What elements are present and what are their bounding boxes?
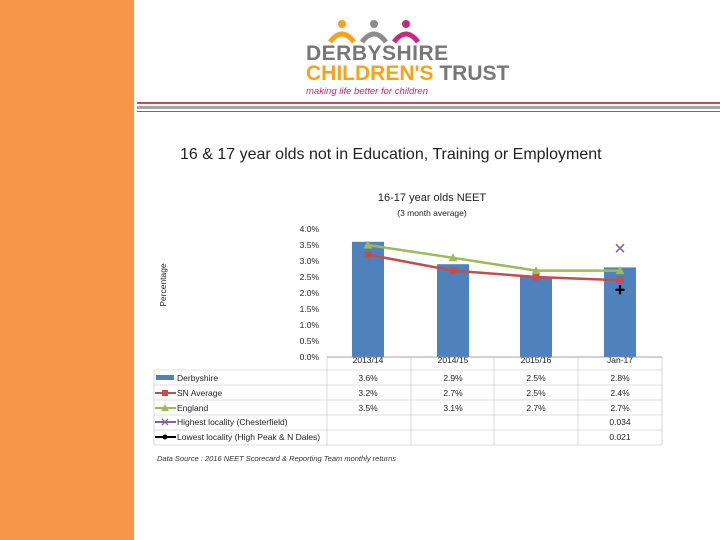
y-tick-label: 0.5% — [300, 336, 320, 346]
data-table-value: 3.6% — [358, 373, 378, 383]
data-table-value: 3.5% — [358, 403, 378, 413]
logo-childrens: CHILDREN'S — [306, 62, 434, 85]
chart-subtitle: (3 month average) — [397, 208, 467, 218]
divider-line — [137, 111, 720, 112]
highest-locality-point — [615, 243, 625, 253]
data-table-value: 3.1% — [443, 403, 463, 413]
chart-title: 16-17 year olds NEET — [377, 192, 487, 204]
sn-average-point — [532, 273, 540, 281]
category-label: 2013/14 — [353, 355, 384, 365]
england-point — [615, 266, 625, 275]
y-tick-label: 4.0% — [300, 224, 320, 234]
series-name: England — [177, 403, 208, 413]
data-table-value: 2.7% — [610, 403, 630, 413]
england-point — [448, 253, 458, 262]
data-table-value: 2.8% — [610, 373, 630, 383]
slide-title: 16 & 17 year olds not in Education, Trai… — [180, 146, 602, 163]
y-tick-label: 2.5% — [300, 272, 320, 282]
lowest-locality-point — [615, 285, 625, 295]
y-tick-label: 3.5% — [300, 240, 320, 250]
data-table-value: 0.021 — [609, 432, 631, 442]
data-table-value: 2.9% — [443, 373, 463, 383]
category-label: 2015/16 — [521, 355, 552, 365]
derbyshire-childrens-trust-logo: DERBYSHIRE CHILDREN'S TRUST making life … — [300, 18, 520, 97]
england-point — [531, 266, 541, 275]
logo-tagline: making life better for children — [306, 86, 428, 97]
data-table-value: 3.2% — [358, 388, 378, 398]
sn-average-line — [367, 253, 621, 282]
england-legend-key — [161, 404, 169, 411]
y-tick-label: 1.5% — [300, 304, 320, 314]
sn-average-legend-key — [162, 390, 168, 396]
england-line — [367, 243, 620, 272]
england-point — [363, 240, 373, 249]
derbyshire-bar — [352, 241, 384, 357]
series-name: SN Average — [177, 388, 222, 398]
data-table-value: 2.7% — [526, 403, 546, 413]
lowest-locality-legend-key — [162, 434, 168, 440]
sn-average-point — [364, 251, 372, 259]
highest-locality-legend-key — [161, 418, 169, 426]
series-name: Derbyshire — [177, 373, 218, 383]
data-table-value: 2.5% — [526, 373, 546, 383]
logo-line-1: DERBYSHIRE — [306, 42, 449, 65]
y-tick-label: 0.0% — [300, 352, 320, 362]
category-label: Jan-17 — [607, 355, 633, 365]
sn-average-point — [616, 276, 624, 284]
series-name: Highest locality (Chesterfield) — [177, 417, 288, 427]
divider-line — [137, 106, 720, 109]
sn-average-point — [449, 267, 457, 275]
logo-trust: TRUST — [433, 62, 510, 85]
y-tick-label: 3.0% — [300, 256, 320, 266]
logo-line-2: CHILDREN'S TRUST — [306, 63, 509, 84]
derbyshire-bar — [437, 264, 469, 357]
derbyshire-bar — [520, 277, 552, 357]
series-name: Lowest locality (High Peak & N Dales) — [177, 432, 320, 442]
derbyshire-legend-key — [156, 375, 174, 380]
people-figures-icon — [328, 20, 420, 44]
y-tick-label: 2.0% — [300, 288, 320, 298]
data-table-value: 2.5% — [526, 388, 546, 398]
data-source-note: Data Source : 2016 NEET Scorecard & Repo… — [157, 454, 397, 463]
category-label: 2014/15 — [438, 355, 469, 365]
data-table-value: 2.7% — [443, 388, 463, 398]
y-tick-label: 1.0% — [300, 320, 320, 330]
divider-line — [137, 102, 720, 104]
data-table-value: 0.034 — [609, 417, 631, 427]
side-accent-bar — [0, 0, 134, 540]
data-table-value: 2.4% — [610, 388, 630, 398]
